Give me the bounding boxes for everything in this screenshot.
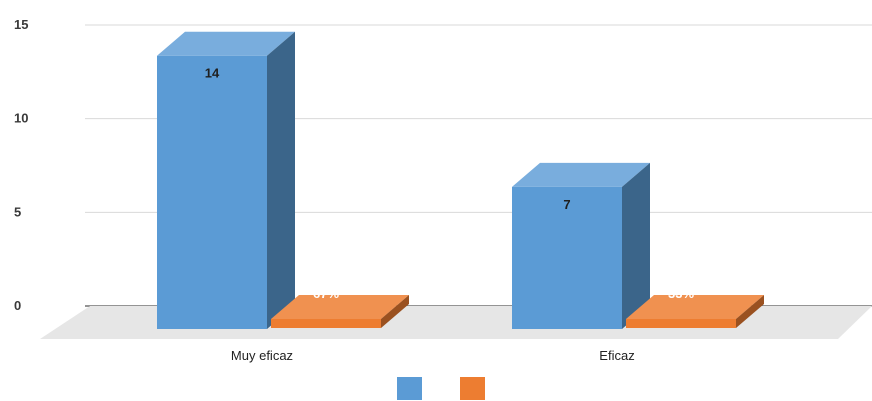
bar-pct-front — [626, 319, 736, 328]
category-label: Eficaz — [599, 348, 634, 363]
percent-label: 33% — [668, 286, 694, 301]
bar-front — [157, 55, 267, 329]
bar-pct-top — [626, 295, 764, 319]
y-tick-label: 5 — [14, 204, 21, 219]
bar-side — [267, 31, 295, 329]
legend-swatch — [397, 377, 422, 400]
bar-top — [512, 162, 650, 187]
bar-top — [157, 31, 295, 56]
data-label: 7 — [563, 197, 570, 212]
bar-pct-top — [271, 295, 409, 319]
bar-pct-side — [736, 295, 764, 328]
bar-side — [622, 162, 650, 329]
bar-pct-side — [381, 295, 409, 328]
y-tick-label: 15 — [14, 17, 28, 32]
category-label: Muy eficaz — [231, 348, 293, 363]
y-tick-label: 10 — [14, 111, 28, 126]
bar-front — [512, 186, 622, 329]
data-label: 14 — [205, 66, 220, 81]
legend-swatch — [460, 377, 485, 400]
y-tick-label: 0 — [14, 298, 21, 313]
percent-label: 67% — [313, 286, 339, 301]
bar-pct-front — [271, 319, 381, 328]
